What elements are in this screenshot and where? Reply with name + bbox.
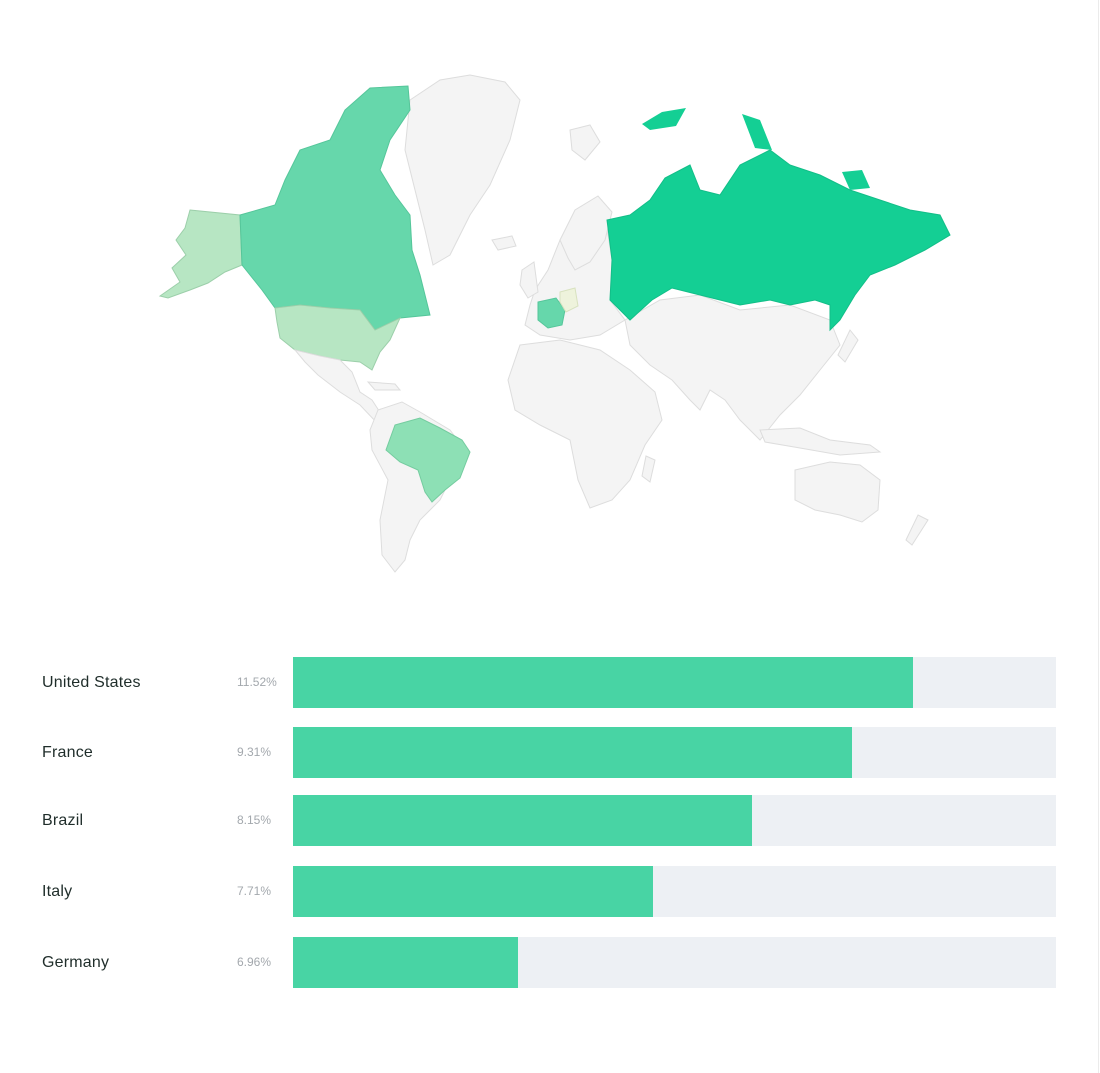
country-percent: 8.15% bbox=[237, 813, 272, 827]
bar-fill bbox=[293, 727, 853, 778]
country-name: France bbox=[42, 744, 93, 761]
greenland-shape[interactable] bbox=[404, 74, 521, 266]
svalbard-shape[interactable] bbox=[569, 124, 601, 161]
bar-track bbox=[293, 937, 1056, 988]
list-item[interactable]: Italy 7.71% bbox=[0, 866, 1100, 917]
brazil-shape[interactable] bbox=[385, 417, 471, 503]
scandinavia-shape[interactable] bbox=[559, 195, 613, 271]
panel-right-border bbox=[1098, 0, 1099, 1073]
bar-track bbox=[293, 866, 1056, 917]
bar-track bbox=[293, 657, 1056, 708]
new-siberian-shape[interactable] bbox=[842, 170, 870, 190]
bar-fill bbox=[293, 866, 654, 917]
list-item[interactable]: Germany 6.96% bbox=[0, 937, 1100, 988]
asia-shape[interactable] bbox=[624, 294, 841, 441]
indonesia-shape[interactable] bbox=[759, 427, 882, 456]
caribbean-shape[interactable] bbox=[366, 381, 402, 391]
novaya-zemlya-shape[interactable] bbox=[642, 108, 686, 130]
africa-shape[interactable] bbox=[507, 339, 663, 509]
france-shape[interactable] bbox=[537, 297, 566, 329]
japan-shape[interactable] bbox=[837, 329, 859, 363]
usa-shape[interactable] bbox=[274, 304, 402, 371]
iceland-shape[interactable] bbox=[491, 235, 517, 251]
uk-shape[interactable] bbox=[519, 261, 539, 299]
country-name: United States bbox=[42, 674, 141, 691]
germany-shape[interactable] bbox=[559, 287, 579, 313]
country-name: Italy bbox=[42, 883, 73, 900]
madagascar-shape[interactable] bbox=[641, 455, 656, 483]
bar-fill bbox=[293, 795, 753, 846]
new-zealand-shape[interactable] bbox=[905, 514, 929, 546]
country-name: Germany bbox=[42, 954, 110, 971]
list-item[interactable]: Brazil 8.15% bbox=[0, 795, 1100, 846]
country-percent: 7.71% bbox=[237, 884, 272, 898]
country-name: Brazil bbox=[42, 812, 84, 829]
bar-fill bbox=[293, 657, 914, 708]
bar-track bbox=[293, 795, 1056, 846]
severnaya-shape[interactable] bbox=[742, 114, 772, 150]
country-percent: 11.52% bbox=[237, 675, 277, 689]
australia-shape[interactable] bbox=[794, 461, 881, 523]
bar-fill bbox=[293, 937, 519, 988]
list-item[interactable]: France 9.31% bbox=[0, 727, 1100, 778]
world-map[interactable] bbox=[150, 70, 960, 580]
bar-track bbox=[293, 727, 1056, 778]
canada-shape[interactable] bbox=[239, 85, 431, 331]
alaska-shape[interactable] bbox=[158, 209, 243, 299]
list-item[interactable]: United States 11.52% bbox=[0, 657, 1100, 708]
country-percent: 6.96% bbox=[237, 955, 272, 969]
russia-shape[interactable] bbox=[606, 149, 951, 332]
country-percent: 9.31% bbox=[237, 745, 272, 759]
world-map-svg bbox=[158, 74, 951, 573]
